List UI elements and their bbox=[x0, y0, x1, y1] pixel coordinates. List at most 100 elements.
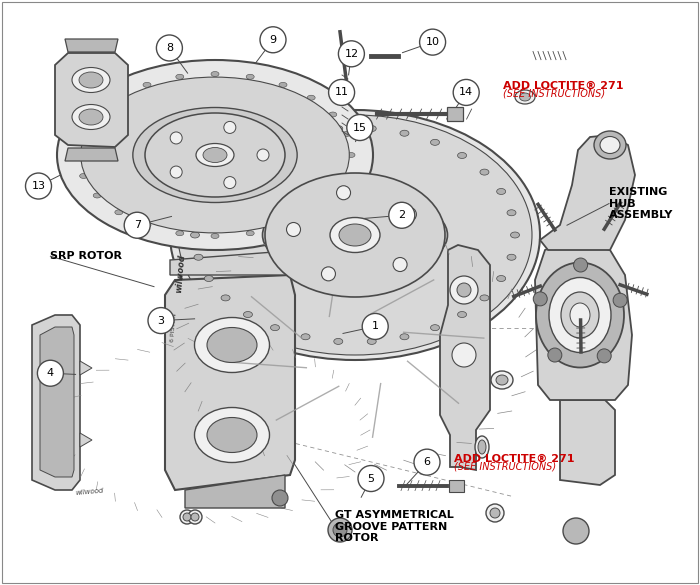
Text: ADD LOCTITE® 271: ADD LOCTITE® 271 bbox=[503, 81, 623, 91]
Circle shape bbox=[358, 466, 384, 491]
Circle shape bbox=[257, 149, 269, 161]
Polygon shape bbox=[55, 53, 128, 147]
Ellipse shape bbox=[75, 153, 83, 157]
Circle shape bbox=[148, 308, 174, 333]
Ellipse shape bbox=[188, 510, 202, 524]
Polygon shape bbox=[40, 327, 74, 477]
Text: wilwood: wilwood bbox=[75, 487, 104, 495]
Text: 2: 2 bbox=[398, 210, 405, 221]
Circle shape bbox=[224, 122, 236, 133]
Polygon shape bbox=[80, 361, 92, 375]
Text: 15: 15 bbox=[353, 122, 367, 133]
Circle shape bbox=[573, 258, 587, 272]
Ellipse shape bbox=[368, 126, 376, 132]
Circle shape bbox=[450, 276, 478, 304]
Text: 6 PISTON: 6 PISTON bbox=[170, 313, 177, 342]
Ellipse shape bbox=[170, 110, 540, 360]
Ellipse shape bbox=[79, 72, 103, 88]
Ellipse shape bbox=[301, 334, 310, 340]
Text: 8: 8 bbox=[166, 43, 173, 53]
Ellipse shape bbox=[486, 504, 504, 522]
Ellipse shape bbox=[115, 95, 122, 100]
Ellipse shape bbox=[195, 318, 270, 373]
Ellipse shape bbox=[507, 254, 516, 260]
Ellipse shape bbox=[301, 130, 310, 136]
Ellipse shape bbox=[478, 440, 486, 454]
Ellipse shape bbox=[183, 513, 191, 521]
Circle shape bbox=[419, 29, 446, 55]
Ellipse shape bbox=[342, 132, 351, 136]
Circle shape bbox=[224, 177, 236, 188]
Ellipse shape bbox=[203, 147, 227, 163]
Circle shape bbox=[548, 348, 562, 362]
Ellipse shape bbox=[507, 210, 516, 216]
Ellipse shape bbox=[176, 230, 184, 236]
Ellipse shape bbox=[194, 210, 203, 216]
Ellipse shape bbox=[191, 513, 199, 521]
Ellipse shape bbox=[244, 312, 253, 318]
Text: 13: 13 bbox=[32, 181, 46, 191]
Circle shape bbox=[333, 523, 347, 537]
Circle shape bbox=[156, 35, 183, 61]
Polygon shape bbox=[165, 275, 295, 490]
Circle shape bbox=[402, 208, 416, 221]
Polygon shape bbox=[65, 39, 118, 52]
Circle shape bbox=[272, 490, 288, 506]
Ellipse shape bbox=[80, 174, 88, 178]
Ellipse shape bbox=[400, 130, 409, 136]
Ellipse shape bbox=[307, 210, 315, 215]
Circle shape bbox=[170, 166, 182, 178]
Ellipse shape bbox=[279, 223, 287, 228]
Ellipse shape bbox=[334, 126, 343, 132]
Ellipse shape bbox=[496, 375, 508, 385]
Ellipse shape bbox=[265, 173, 445, 297]
Ellipse shape bbox=[480, 169, 489, 175]
Ellipse shape bbox=[368, 338, 376, 345]
Text: SRP ROTOR: SRP ROTOR bbox=[50, 251, 122, 261]
Polygon shape bbox=[80, 433, 92, 447]
Ellipse shape bbox=[190, 232, 199, 238]
Text: wilwood: wilwood bbox=[174, 254, 187, 294]
Ellipse shape bbox=[600, 136, 620, 153]
Ellipse shape bbox=[270, 139, 279, 145]
Ellipse shape bbox=[330, 218, 380, 253]
Ellipse shape bbox=[307, 95, 315, 100]
Ellipse shape bbox=[246, 230, 254, 236]
Ellipse shape bbox=[143, 82, 151, 87]
Ellipse shape bbox=[594, 131, 626, 159]
Text: ADD LOCTITE® 271: ADD LOCTITE® 271 bbox=[454, 453, 574, 463]
Circle shape bbox=[37, 360, 64, 386]
Circle shape bbox=[321, 267, 335, 281]
Ellipse shape bbox=[490, 508, 500, 518]
Ellipse shape bbox=[204, 276, 214, 281]
Ellipse shape bbox=[430, 325, 440, 331]
Text: (SEE INSTRUCTIONS): (SEE INSTRUCTIONS) bbox=[454, 462, 556, 472]
Ellipse shape bbox=[93, 193, 102, 198]
Ellipse shape bbox=[491, 371, 513, 389]
Ellipse shape bbox=[519, 93, 531, 101]
Circle shape bbox=[533, 292, 547, 306]
Ellipse shape bbox=[480, 295, 489, 301]
Ellipse shape bbox=[195, 408, 270, 463]
Text: 4: 4 bbox=[47, 368, 54, 378]
Ellipse shape bbox=[72, 105, 110, 129]
Polygon shape bbox=[540, 135, 635, 250]
Ellipse shape bbox=[207, 418, 257, 453]
Circle shape bbox=[25, 173, 52, 199]
Circle shape bbox=[362, 314, 389, 339]
Polygon shape bbox=[440, 245, 490, 470]
Ellipse shape bbox=[176, 74, 184, 79]
Ellipse shape bbox=[334, 338, 343, 345]
Ellipse shape bbox=[458, 153, 467, 159]
Ellipse shape bbox=[244, 153, 253, 159]
Text: 7: 7 bbox=[134, 220, 141, 230]
Circle shape bbox=[563, 518, 589, 544]
Ellipse shape bbox=[207, 328, 257, 363]
Text: 1: 1 bbox=[372, 321, 379, 332]
Ellipse shape bbox=[497, 188, 505, 194]
Ellipse shape bbox=[221, 295, 230, 301]
Ellipse shape bbox=[339, 224, 371, 246]
Circle shape bbox=[286, 222, 300, 236]
Polygon shape bbox=[560, 400, 615, 485]
Ellipse shape bbox=[57, 60, 373, 250]
